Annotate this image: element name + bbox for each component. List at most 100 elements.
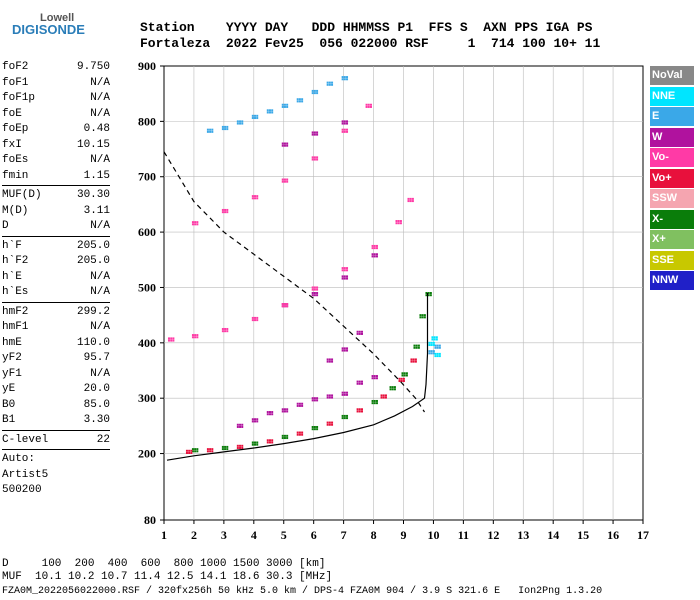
- echo-point: [283, 408, 286, 411]
- echo-point: [311, 131, 314, 134]
- echo-point: [395, 222, 398, 225]
- param-row: C-level 22: [2, 433, 110, 449]
- param-label: B1: [2, 414, 16, 426]
- param-row: h`F 205.0: [2, 239, 110, 255]
- y-tick-label: 900: [138, 59, 156, 73]
- echo-point: [316, 286, 319, 289]
- echo-point: [343, 393, 346, 396]
- echo-point: [313, 131, 316, 134]
- echo-point: [281, 410, 284, 413]
- y-tick-label: 800: [138, 114, 156, 128]
- param-value: 30.30: [76, 189, 110, 201]
- echo-point: [358, 380, 361, 383]
- header-row-2: Fortaleza 2022 Fev25 056 022000 RSF 1 71…: [140, 36, 601, 51]
- echo-point: [268, 439, 271, 442]
- param-value: 20.0: [83, 383, 110, 395]
- param-value: N/A: [90, 76, 110, 89]
- echo-point: [236, 425, 239, 428]
- param-label: foF1: [2, 76, 29, 89]
- echo-point: [221, 327, 224, 330]
- echo-point: [271, 411, 274, 414]
- echo-point: [239, 423, 242, 426]
- echo-point: [313, 292, 316, 294]
- echo-point: [403, 372, 406, 375]
- param-row: h`Es N/A: [2, 285, 110, 301]
- echo-point: [360, 330, 363, 333]
- echo-point: [436, 352, 439, 355]
- param-value: N/A: [90, 107, 110, 120]
- echo-point: [358, 410, 361, 413]
- echo-point: [371, 255, 374, 258]
- echo-point: [236, 423, 239, 426]
- echo-point: [326, 421, 329, 424]
- echo-point: [316, 292, 319, 294]
- x-tick-label: 10: [427, 528, 439, 542]
- echo-point: [296, 100, 299, 103]
- echo-point: [427, 294, 430, 297]
- echo-point: [371, 377, 374, 380]
- param-label: foF2: [2, 61, 29, 73]
- echo-point: [434, 346, 437, 349]
- echo-point: [427, 292, 430, 294]
- echo-point: [221, 125, 224, 128]
- echo-point: [423, 316, 426, 319]
- echo-point: [191, 448, 194, 451]
- echo-point: [313, 428, 316, 431]
- echo-point: [191, 336, 194, 339]
- param-row: MUF(D) 30.30: [2, 188, 110, 204]
- param-label: foEs: [2, 154, 29, 166]
- echo-point: [271, 109, 274, 112]
- echo-point: [430, 350, 433, 353]
- echo-point: [407, 200, 410, 203]
- echo-point: [438, 346, 441, 349]
- echo-point: [283, 303, 286, 306]
- echo-point: [346, 120, 349, 123]
- echo-point: [341, 277, 344, 280]
- echo-point: [428, 341, 431, 344]
- param-label: Auto:: [2, 453, 36, 465]
- echo-point: [346, 130, 349, 133]
- echo-point: [356, 408, 359, 411]
- echo-point: [409, 200, 412, 203]
- y-tick-label: 300: [138, 391, 156, 405]
- echo-point: [399, 220, 402, 223]
- echo-point: [316, 156, 319, 159]
- echo-point: [268, 441, 271, 444]
- echo-point: [343, 277, 346, 280]
- echo-point: [326, 394, 329, 397]
- echo-point: [194, 221, 197, 224]
- echo-point: [346, 128, 349, 131]
- echo-point: [316, 288, 319, 291]
- echo-point: [254, 195, 257, 198]
- echo-point: [343, 78, 346, 81]
- echo-point: [281, 305, 284, 308]
- echo-point: [221, 208, 224, 211]
- param-row: foEs N/A: [2, 153, 110, 169]
- echo-point: [239, 120, 242, 123]
- echo-point: [298, 98, 301, 101]
- echo-point: [397, 220, 400, 223]
- echo-point: [343, 76, 346, 79]
- echo-point: [281, 178, 284, 181]
- footer-file-info: FZA0M_2022056022000.RSF / 320fx256h 50 k…: [2, 586, 603, 597]
- echo-point: [313, 288, 316, 291]
- echo-point: [311, 89, 314, 92]
- echo-point: [410, 358, 413, 361]
- echo-point: [298, 433, 301, 436]
- echo-point: [326, 423, 329, 426]
- echo-point: [343, 120, 346, 123]
- echo-point: [239, 444, 242, 447]
- param-label: D: [2, 220, 9, 232]
- param-row: hmF2 299.2: [2, 305, 110, 321]
- echo-point: [358, 408, 361, 411]
- echo-point: [241, 423, 244, 426]
- echo-point: [341, 267, 344, 270]
- param-label: hmF1: [2, 321, 29, 333]
- x-tick-label: 17: [637, 528, 649, 542]
- echo-point: [343, 267, 346, 270]
- echo-point: [254, 117, 257, 120]
- echo-point: [430, 341, 433, 344]
- echo-point: [328, 358, 331, 361]
- echo-point: [399, 222, 402, 225]
